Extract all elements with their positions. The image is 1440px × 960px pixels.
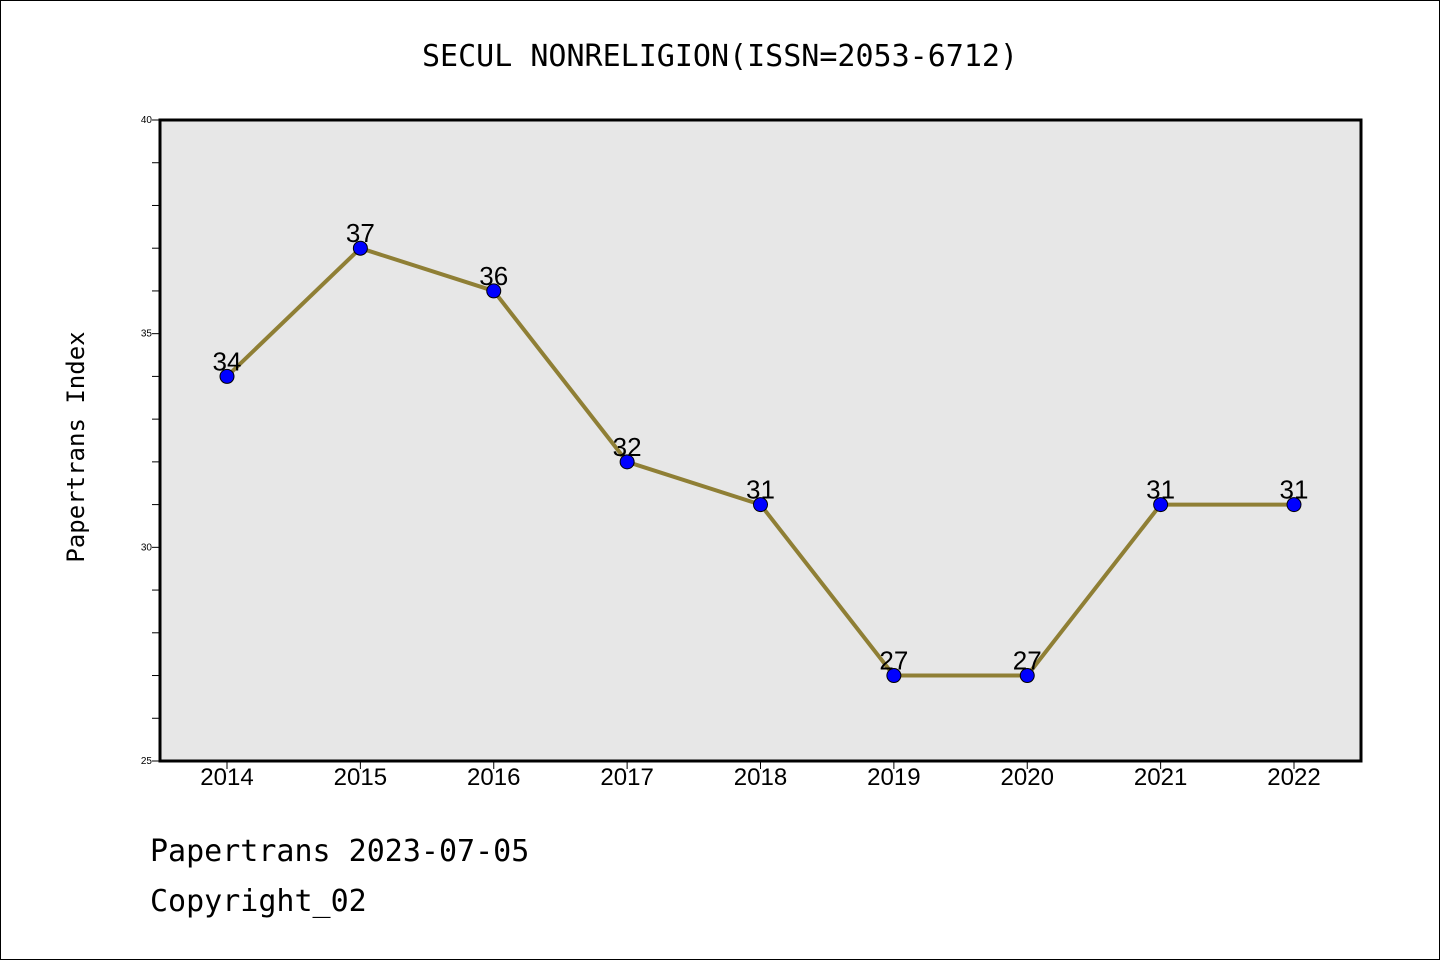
data-markers	[219, 240, 1302, 684]
x-tick-label: 2015	[334, 764, 387, 791]
x-tick-label: 2022	[1267, 764, 1320, 791]
data-point	[753, 497, 768, 513]
y-axis-label: Papertrans Index	[62, 331, 90, 562]
data-label: 37	[346, 218, 375, 248]
x-tick-label: 2018	[734, 764, 787, 791]
data-point	[1286, 497, 1302, 513]
data-point	[1019, 668, 1035, 684]
data-label: 31	[1280, 475, 1309, 505]
data-label: 27	[879, 646, 908, 676]
y-tick-label: 40	[141, 115, 153, 126]
y-minor-ticks	[152, 162, 160, 719]
data-labels: 34 37 36 32 31 27 27 31 31	[213, 218, 1309, 675]
x-axis: 2014 2015 2016 2017 2018 2019 2020 2021 2022	[200, 761, 1321, 791]
data-point	[619, 454, 635, 470]
x-tick-label: 2019	[867, 764, 920, 791]
data-point	[352, 240, 368, 256]
x-tick-label: 2020	[1001, 764, 1054, 791]
data-point	[886, 668, 902, 684]
data-point	[1153, 497, 1169, 513]
y-tick-label: 25	[141, 756, 153, 767]
data-label: 27	[1013, 646, 1042, 676]
data-label: 31	[1146, 475, 1175, 505]
data-point	[219, 368, 235, 384]
x-tick-label: 2017	[600, 764, 653, 791]
data-label: 34	[213, 346, 242, 376]
y-axis: 25 30 35 40	[141, 115, 160, 767]
y-tick-label: 30	[141, 542, 153, 553]
y-tick-label: 35	[141, 329, 153, 340]
plot-area	[158, 118, 1363, 763]
data-label: 32	[613, 432, 642, 462]
x-tick-label: 2014	[200, 764, 253, 791]
data-label: 31	[746, 475, 775, 505]
chart-title: SECUL NONRELIGION(ISSN=2053-6712)	[422, 39, 1018, 74]
data-point	[486, 283, 502, 299]
data-label: 36	[479, 261, 508, 291]
x-tick-label: 2021	[1134, 764, 1187, 791]
footer-copyright: Copyright_02	[150, 884, 367, 919]
footer-date: Papertrans 2023-07-05	[150, 834, 530, 869]
x-tick-label: 2016	[467, 764, 520, 791]
